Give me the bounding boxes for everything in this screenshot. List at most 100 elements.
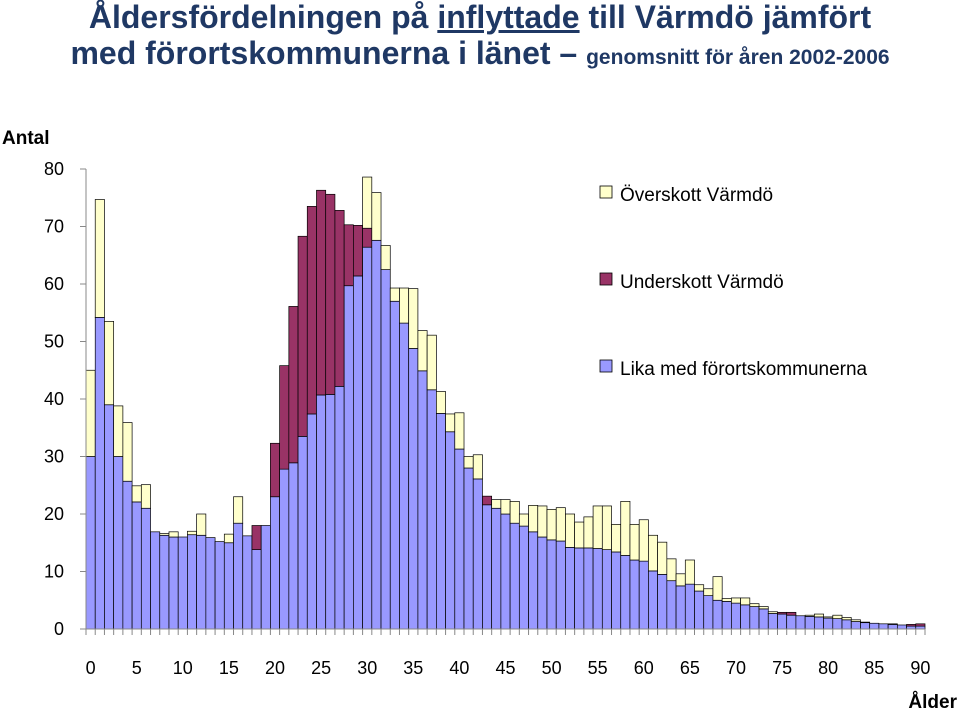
bar-s0-age-88 [896,624,907,630]
bar-s0-age-66 [694,590,705,630]
bar-s1-age-89 [906,624,917,627]
title-part-1: Åldersfördelningen på [88,0,438,35]
bar-s0-age-71 [740,604,751,630]
bar-s1-age-18 [251,525,262,550]
bar-s1-age-26 [325,193,336,395]
bar-s0-age-29 [353,275,363,630]
bar-s0-age-32 [380,269,391,630]
bar-s0-age-22 [288,462,299,630]
bar-s2-age-87 [887,623,898,625]
bar-s0-age-35 [408,348,419,630]
bar-s0-age-64 [675,585,686,630]
x-tick-label-45: 45 [495,658,515,678]
bar-s1-age-30 [362,227,373,248]
bar-s0-age-55 [592,548,603,630]
bar-s2-age-79 [814,613,824,618]
chart-title: Åldersfördelningen på inflyttade till Vä… [0,0,960,72]
x-tick-label-55: 55 [588,658,608,678]
legend-swatch-1 [599,272,613,286]
bar-s0-age-65 [684,583,695,630]
y-tick-label-60: 60 [44,274,64,294]
bar-s0-age-59 [629,559,640,630]
legend-label-0: Överskott Värmdö [620,185,773,206]
y-tick-label-0: 0 [54,619,64,639]
bar-s0-age-82 [841,619,852,630]
bar-s0-age-23 [297,436,308,630]
bar-s0-age-61 [648,570,658,630]
bar-s0-age-37 [426,389,437,630]
bar-s1-age-76 [786,611,797,616]
y-axis-title: Antal [2,128,50,149]
bar-s2-age-62 [657,541,668,575]
bar-s1-age-90 [915,623,926,627]
bar-s1-age-75 [777,611,788,615]
x-tick-label-0: 0 [86,658,96,678]
x-tick-label-40: 40 [449,658,469,678]
bar-s2-age-66 [694,584,705,592]
bar-s0-age-49 [537,536,548,630]
legend-swatch-0 [599,185,613,199]
bar-s0-age-26 [325,394,336,630]
bar-s0-age-4 [122,480,133,630]
bar-s1-age-43 [482,495,493,506]
bar-s2-age-80 [823,616,834,619]
bar-s2-age-81 [832,614,843,620]
bar-s2-age-31 [371,192,382,241]
bar-s0-age-60 [638,560,649,630]
bar-s0-age-42 [472,478,483,630]
bar-s2-age-53 [574,521,585,549]
bar-s0-age-74 [767,613,778,630]
bar-s2-age-2 [104,321,115,406]
bar-s0-age-36 [417,370,428,630]
bar-s0-age-24 [306,413,317,630]
bar-s0-age-52 [565,546,575,630]
x-tick-label-15: 15 [219,658,239,678]
bar-s0-age-12 [196,534,207,630]
bar-s0-age-87 [887,624,898,630]
bar-s2-age-35 [408,288,419,349]
bar-s2-age-9 [168,531,179,538]
legend-label-2: Lika med förortskommunerna [620,359,868,380]
bar-s2-age-58 [620,501,631,556]
bar-s0-age-14 [214,541,225,630]
bar-s0-age-79 [814,616,824,630]
bar-s0-age-48 [528,531,539,630]
bar-s0-age-10 [177,536,188,630]
bar-s2-age-73 [758,606,769,610]
bar-s0-age-1 [94,317,105,630]
title-line-2: med förortskommunerna i länet – genomsni… [0,35,960,72]
chart-subtitle: genomsnitt för åren 2002-2006 [586,45,890,69]
bar-s0-age-21 [279,468,290,630]
bar-s0-age-69 [721,601,732,630]
x-tick-label-75: 75 [772,658,792,678]
y-tick-label-50: 50 [44,332,64,352]
bar-s2-age-12 [196,513,207,536]
bar-s2-age-78 [804,614,815,617]
x-tick-label-90: 90 [910,658,930,678]
bar-s0-age-54 [583,547,594,630]
bar-s0-age-67 [703,595,714,630]
bar-s0-age-73 [758,608,769,630]
title-line-1: Åldersfördelningen på inflyttade till Vä… [0,0,960,36]
bar-s0-age-25 [316,394,327,630]
y-tick-label-70: 70 [44,217,64,237]
y-tick-label-80: 80 [44,159,64,179]
bar-s2-age-45 [500,499,511,515]
bar-s2-age-30 [362,176,373,229]
bar-s2-age-42 [472,454,483,480]
bar-s2-age-37 [426,334,437,391]
bar-s0-age-45 [500,513,511,630]
x-axis-title: Ålder [908,692,957,712]
bar-s2-age-47 [518,513,529,527]
x-tick-label-20: 20 [265,658,285,678]
x-tick-label-25: 25 [311,658,331,678]
bar-s0-age-30 [362,246,373,630]
bar-s0-age-11 [187,534,197,630]
bar-s0-age-84 [860,622,871,630]
bar-s2-age-63 [666,558,677,582]
bar-s2-age-1 [94,199,105,318]
bar-s0-age-50 [546,539,557,630]
bar-s2-age-55 [592,505,603,549]
bar-s2-age-49 [537,505,548,538]
